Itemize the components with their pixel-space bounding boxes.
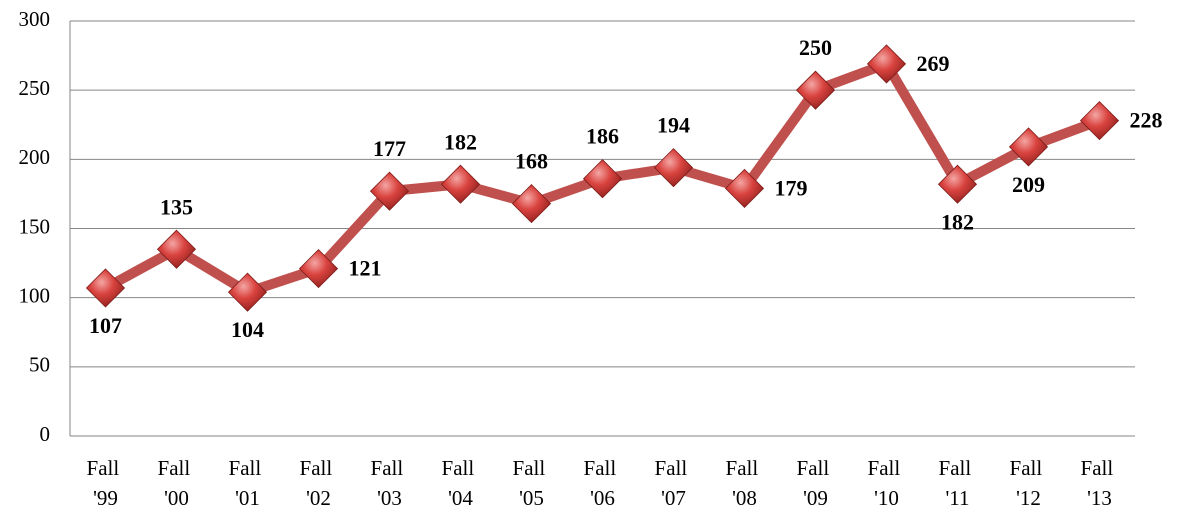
- data-label: 186: [586, 124, 619, 149]
- marker: [937, 164, 978, 204]
- y-tick-label: 50: [29, 353, 50, 377]
- x-tick-label: Fall '12: [1010, 456, 1048, 510]
- data-label: 269: [917, 51, 950, 76]
- data-label: 182: [444, 129, 477, 154]
- data-label: 179: [775, 175, 808, 200]
- data-label: 121: [349, 256, 382, 281]
- x-tick-label: Fall '06: [584, 456, 622, 510]
- y-tick-label: 100: [19, 283, 51, 307]
- marker: [866, 44, 907, 84]
- marker: [511, 184, 552, 224]
- data-label: 194: [657, 113, 690, 138]
- data-label: 182: [941, 209, 974, 234]
- x-tick-label: Fall '08: [726, 456, 764, 510]
- marker: [1079, 101, 1120, 141]
- data-label: 209: [1012, 172, 1045, 197]
- x-tick-label: Fall '10: [868, 456, 906, 510]
- marker: [440, 164, 481, 204]
- y-tick-label: 150: [19, 214, 51, 238]
- y-tick-label: 300: [19, 7, 51, 31]
- x-tick-label: Fall '00: [158, 456, 196, 510]
- marker: [582, 159, 623, 199]
- y-tick-label: 250: [19, 76, 51, 100]
- data-label: 228: [1130, 108, 1163, 133]
- x-tick-label: Fall '09: [797, 456, 835, 510]
- x-tick-label: Fall '99: [87, 456, 125, 510]
- marker: [369, 171, 410, 211]
- marker: [298, 249, 339, 289]
- data-label: 168: [515, 149, 548, 174]
- marker: [724, 168, 765, 208]
- marker: [85, 268, 126, 308]
- data-label: 250: [799, 35, 832, 60]
- marker: [653, 148, 694, 188]
- marker: [795, 70, 836, 110]
- data-label: 135: [160, 194, 193, 219]
- marker: [1008, 127, 1049, 167]
- x-tick-label: Fall '11: [939, 456, 977, 510]
- x-tick-label: Fall '03: [371, 456, 409, 510]
- x-tick-label: Fall '05: [513, 456, 551, 510]
- marker: [156, 229, 197, 269]
- marker: [227, 272, 268, 312]
- x-tick-label: Fall '13: [1081, 456, 1119, 510]
- x-tick-label: Fall '01: [229, 456, 267, 510]
- y-tick-label: 0: [40, 422, 51, 446]
- y-tick-label: 200: [19, 145, 51, 169]
- data-label: 177: [373, 136, 406, 161]
- x-tick-label: Fall '02: [300, 456, 338, 510]
- x-tick-label: Fall '04: [442, 456, 480, 510]
- data-label: 104: [231, 317, 264, 342]
- x-tick-label: Fall '07: [655, 456, 693, 510]
- data-label: 107: [89, 313, 122, 338]
